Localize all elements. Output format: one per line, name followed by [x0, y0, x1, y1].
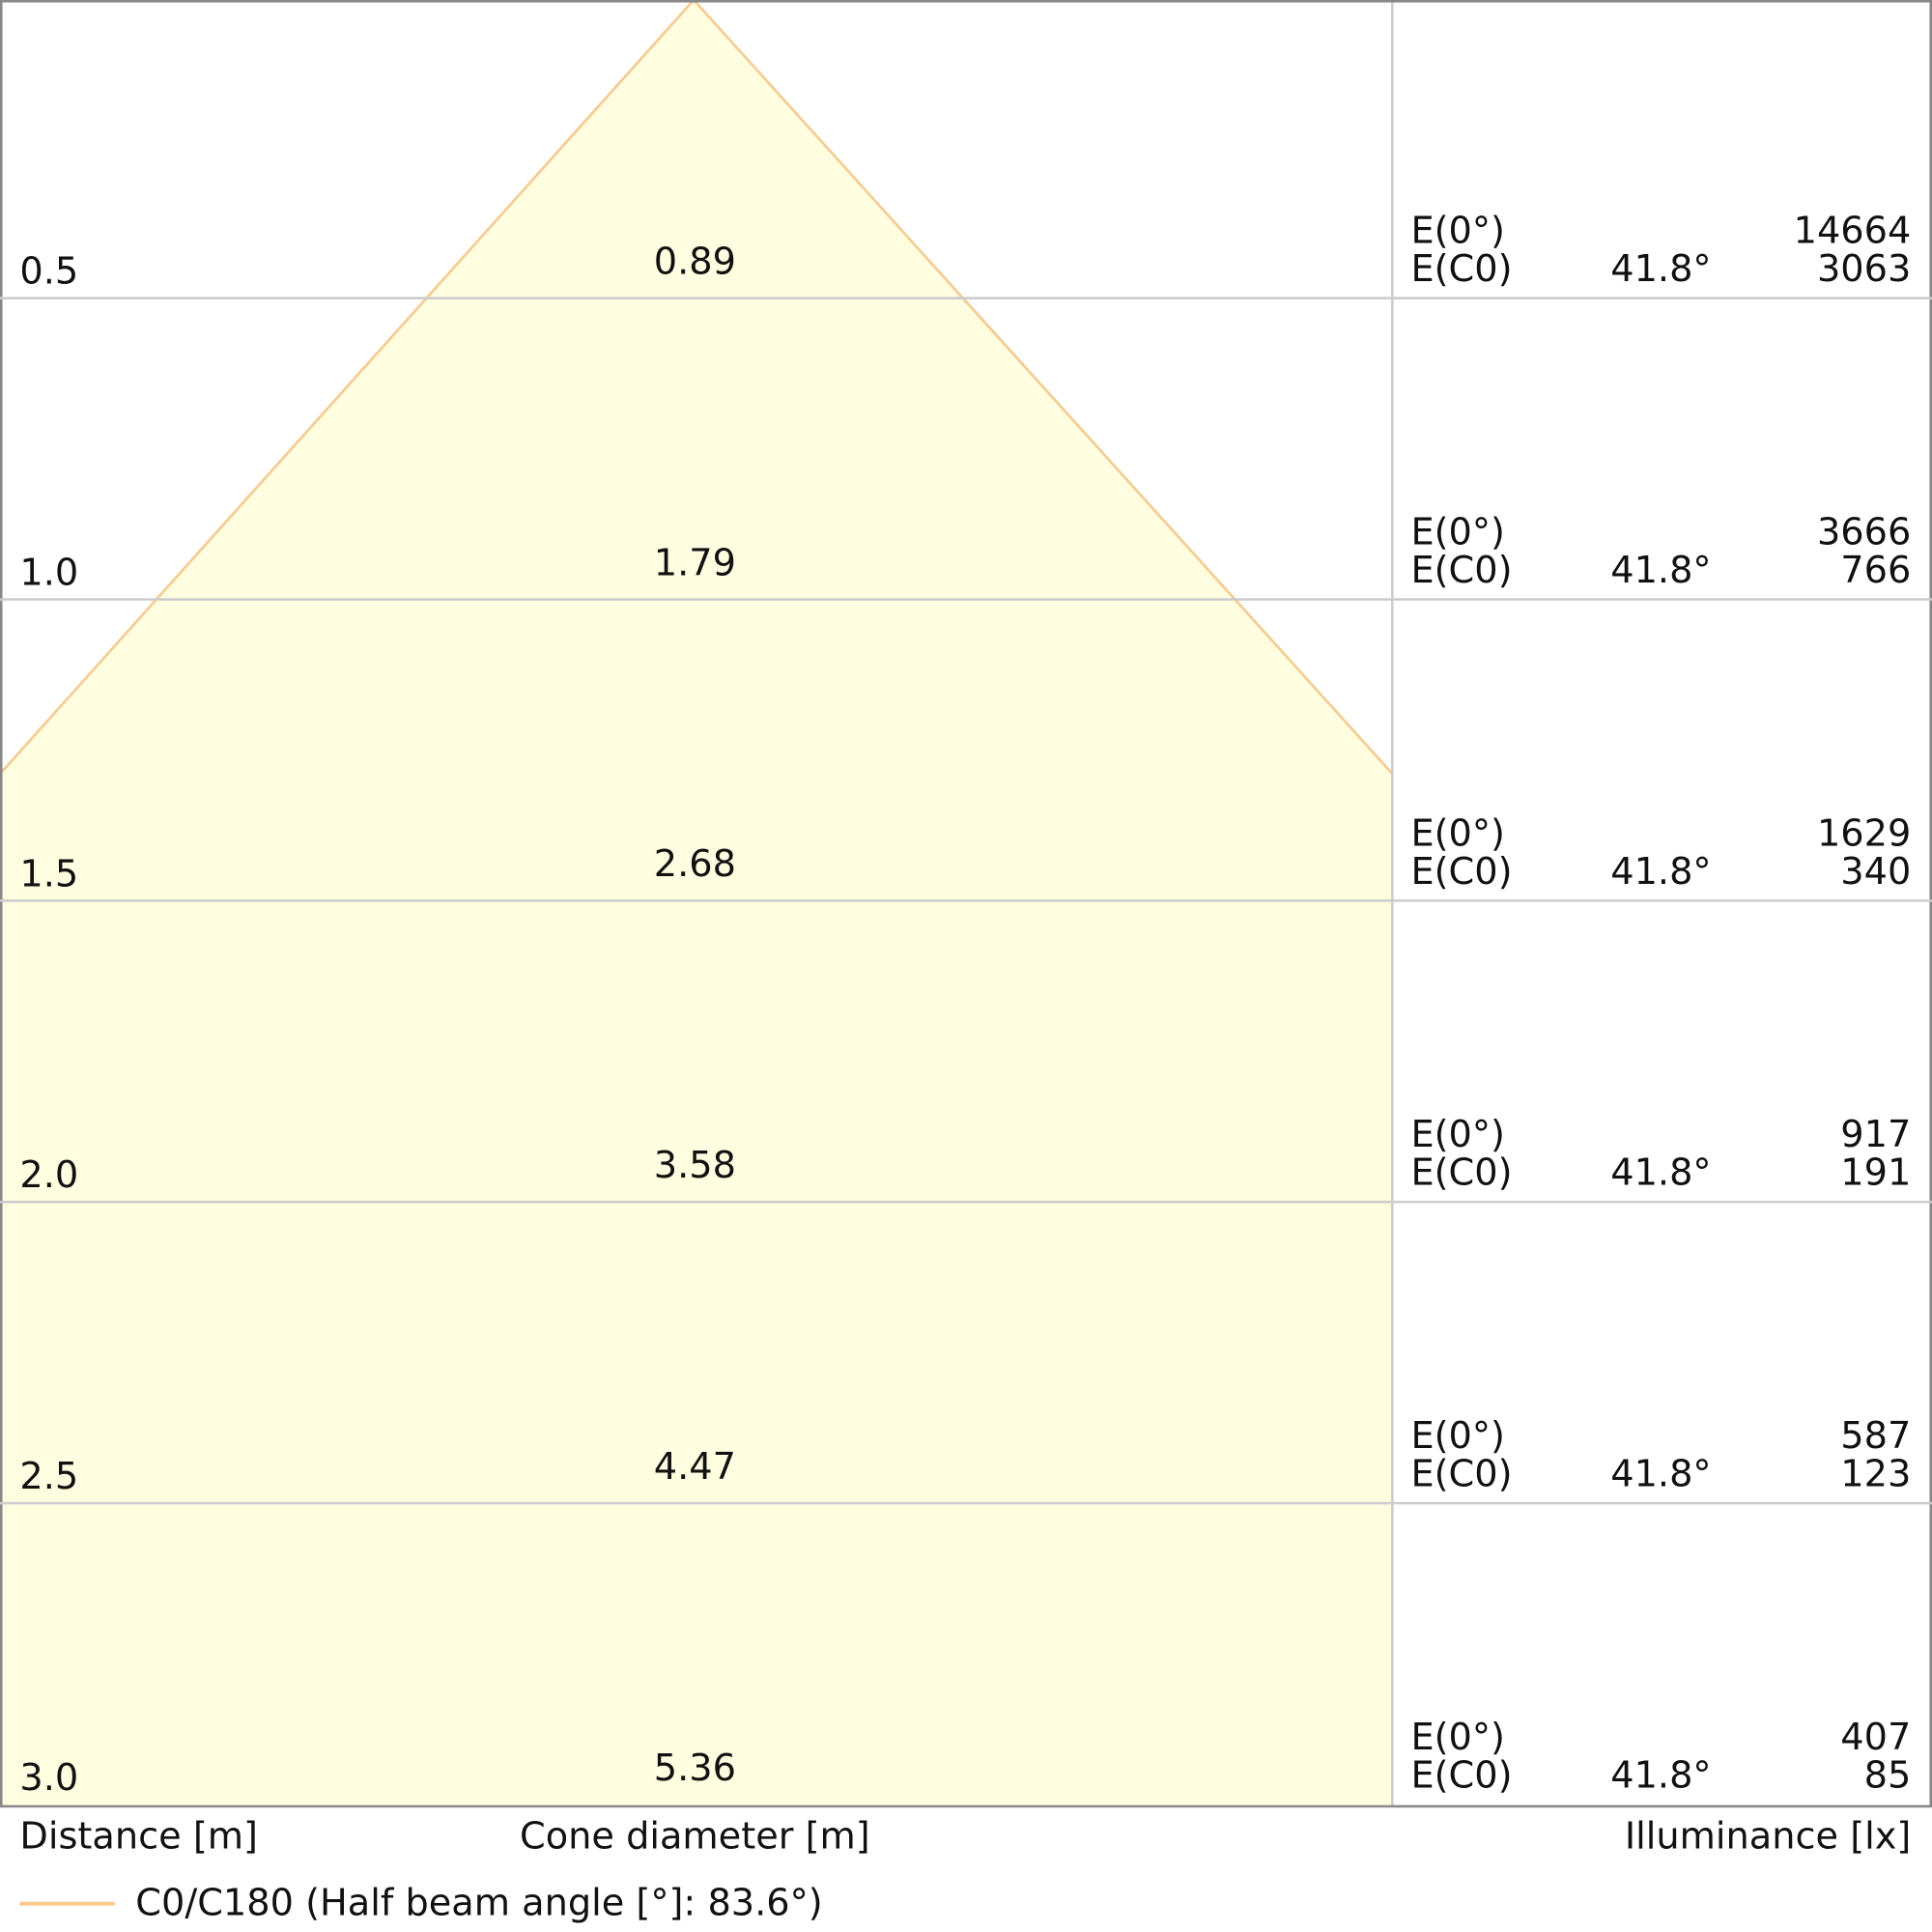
ec0-label: E(C0) — [1410, 1753, 1512, 1797]
ec0-label: E(C0) — [1410, 247, 1512, 291]
diameter: 0.89 — [654, 240, 736, 283]
diameter: 1.79 — [654, 541, 736, 584]
rows: 0.5 0.89 E(0°) 14664 E(C0) 41.8° 3063 1.0 1.79 E(… — [0, 210, 1932, 1800]
e0-label: E(0°) — [1410, 510, 1504, 554]
e0-label: E(0°) — [1410, 811, 1504, 855]
ec0-label: E(C0) — [1410, 1453, 1512, 1496]
ec0-value: 766 — [1840, 549, 1911, 592]
frame — [0, 0, 1932, 1808]
ec0-value: 3063 — [1817, 247, 1911, 291]
e0-value: 917 — [1840, 1113, 1911, 1156]
distance: 1.5 — [19, 852, 78, 895]
angle: 41.8° — [1610, 850, 1711, 894]
e0-value: 587 — [1840, 1414, 1911, 1458]
ec0-value: 191 — [1840, 1151, 1911, 1195]
diameter: 4.47 — [654, 1445, 736, 1489]
diameter: 3.58 — [654, 1144, 736, 1187]
ec0-value: 340 — [1840, 850, 1911, 894]
e0-label: E(0°) — [1410, 1716, 1504, 1759]
e0-value: 14664 — [1794, 210, 1912, 253]
e0-label: E(0°) — [1410, 1113, 1504, 1156]
distance: 2.0 — [19, 1153, 78, 1197]
diameter: 2.68 — [654, 842, 736, 886]
distance: 3.0 — [19, 1756, 78, 1800]
distance: 1.0 — [19, 552, 78, 595]
e0-value: 1629 — [1817, 811, 1911, 855]
ec0-value: 85 — [1864, 1753, 1912, 1797]
legend-text: C0/C180 (Half beam angle [°]: 83.6°) — [135, 1881, 822, 1924]
diameter: 5.36 — [654, 1747, 736, 1790]
ec0-label: E(C0) — [1410, 1151, 1512, 1195]
cone-fill — [0, 0, 1393, 1806]
diameter-axis-label: Cone diameter [m] — [520, 1815, 870, 1859]
distance-axis-label: Distance [m] — [19, 1815, 258, 1859]
angle: 41.8° — [1610, 247, 1711, 291]
e0-label: E(0°) — [1410, 210, 1504, 253]
e0-value: 3666 — [1817, 510, 1911, 554]
angle: 41.8° — [1610, 1151, 1711, 1195]
angle: 41.8° — [1610, 1453, 1711, 1496]
distance: 2.5 — [19, 1455, 78, 1498]
distance: 0.5 — [19, 250, 78, 294]
ec0-label: E(C0) — [1410, 549, 1512, 592]
angle: 41.8° — [1610, 1753, 1711, 1797]
illuminance-axis-label: Illuminance [lx] — [1625, 1815, 1911, 1859]
e0-label: E(0°) — [1410, 1414, 1504, 1458]
e0-value: 407 — [1840, 1716, 1911, 1759]
cone-outline — [0, 0, 1394, 775]
ec0-value: 123 — [1840, 1453, 1911, 1496]
angle: 41.8° — [1610, 549, 1711, 592]
ec0-label: E(C0) — [1410, 850, 1512, 894]
